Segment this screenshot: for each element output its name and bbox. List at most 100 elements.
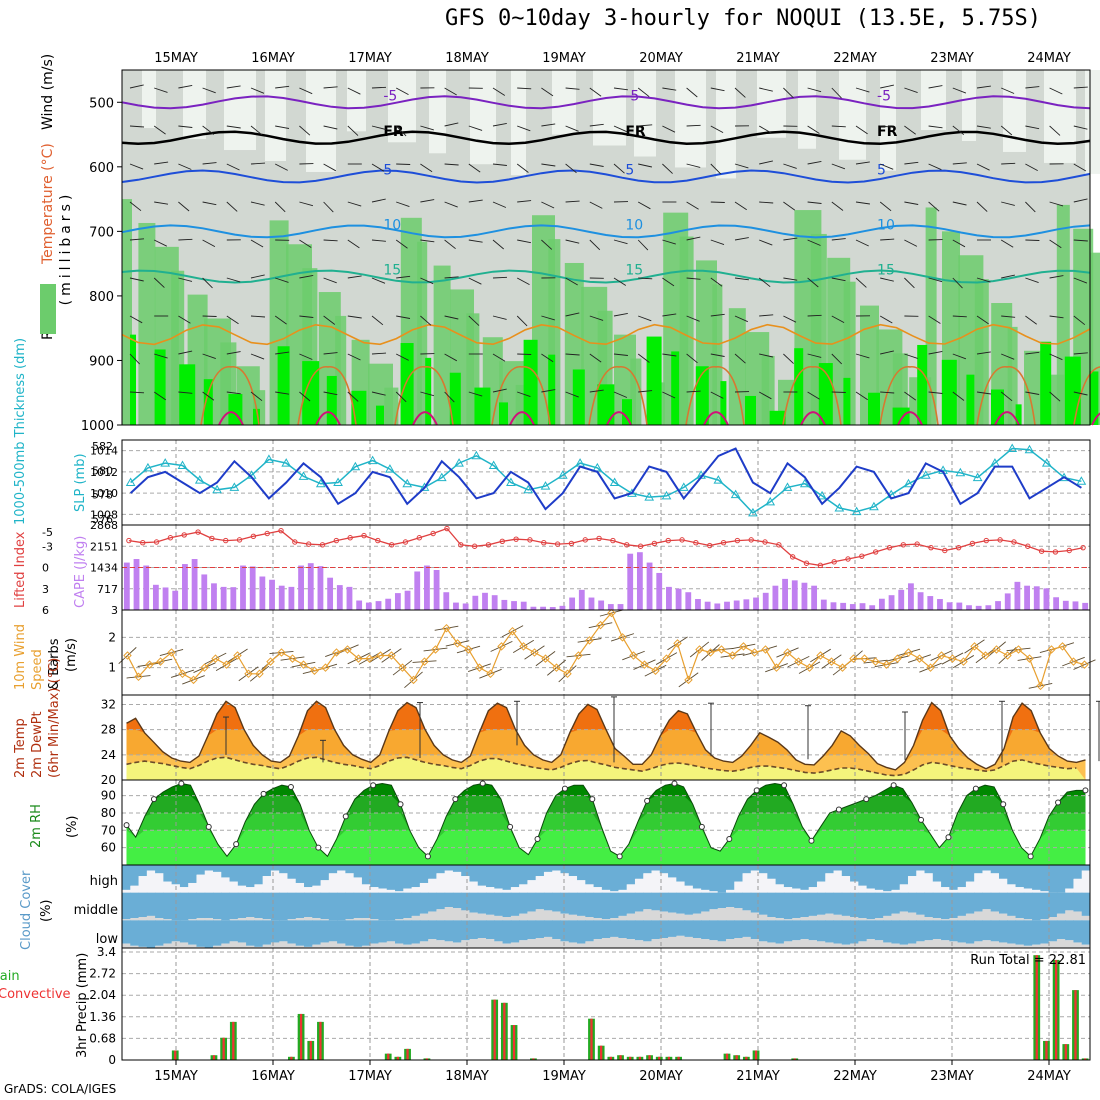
cloud-gap-high <box>816 881 826 893</box>
wind-barb <box>904 161 919 165</box>
wind-barb <box>904 125 916 135</box>
cloud-cell-high <box>833 865 843 871</box>
cloud-cell-middle <box>304 892 313 918</box>
rh2m-marker <box>424 853 431 860</box>
cloud-cell-middle <box>270 892 280 921</box>
cloud-cell-low <box>130 920 140 946</box>
temp2m-axis-label: 2m Temp <box>13 718 28 778</box>
cape-bar <box>482 592 488 610</box>
cape-bar <box>1024 585 1030 610</box>
wind-barb <box>468 277 482 285</box>
cloud-cell-middle <box>841 892 851 916</box>
cloud-cell-low <box>957 920 967 943</box>
cloud-cell-low <box>924 920 934 941</box>
wind-barb <box>517 125 531 132</box>
cloud-gap-high <box>543 871 553 893</box>
cape-bar <box>424 565 430 610</box>
lifted-index-marker <box>264 530 270 537</box>
cloud-cell-middle <box>725 892 735 908</box>
cloud-cell-middle <box>850 892 859 918</box>
cloud-gap-low <box>949 941 959 948</box>
temperature-contour-hot <box>703 411 729 426</box>
lifted-index-marker <box>817 562 824 569</box>
cloud-cell-high <box>676 865 686 882</box>
rh-dry-patch <box>716 70 736 179</box>
temperature-contour-label: 15 <box>383 263 401 279</box>
wind10m-marker <box>431 645 440 654</box>
cloud-cell-high <box>502 865 512 890</box>
cape-bar <box>607 604 614 610</box>
rh-moist-band <box>728 308 746 425</box>
wind-barb <box>1000 391 1013 402</box>
cloud-gap-low <box>304 946 313 948</box>
wind-barb <box>371 315 384 326</box>
cloud-cell-low <box>1065 920 1074 941</box>
cloud-gap-middle <box>502 917 512 921</box>
wind-barb <box>347 201 362 207</box>
wind10m-marker <box>882 660 891 669</box>
precip-convective-bar <box>212 1055 216 1060</box>
cloud-gap-low <box>899 944 909 948</box>
upper-air-frame <box>121 69 1091 426</box>
rh-moist-band <box>892 353 908 425</box>
thickness-marker <box>972 472 983 482</box>
wind-barb <box>783 163 797 169</box>
wind10m-marker <box>475 663 484 672</box>
precip-convective-bar <box>299 1013 303 1060</box>
wind-barb <box>565 163 577 174</box>
cloud-cell-low <box>874 920 884 941</box>
cloud-cell-low <box>701 920 710 940</box>
cloud-gap-high <box>204 870 214 893</box>
wind-barb <box>928 85 943 89</box>
cloud-cell-high <box>221 865 231 878</box>
temperature-contour-label: -5 <box>877 88 891 104</box>
cloud-axis-label: Cloud Cover <box>19 870 34 950</box>
cloud-cell-middle <box>204 892 214 919</box>
thickness-marker <box>782 482 793 491</box>
cloud-cell-low <box>750 920 760 940</box>
wind-barb <box>541 87 554 97</box>
thickness-tick-label: 580 <box>92 464 113 477</box>
slp-tick-label: 1012 <box>90 466 118 479</box>
cloud-cell-middle <box>428 892 437 912</box>
cape-bar <box>133 559 140 610</box>
cloud-cell-low <box>816 920 826 942</box>
wind-barb <box>347 353 361 361</box>
cape-bar <box>240 565 246 610</box>
wind-barb <box>154 161 169 165</box>
cloud-gap-low <box>924 940 934 948</box>
cape-bar <box>1062 600 1069 610</box>
wind-barb <box>1073 239 1088 242</box>
cloud-cell-high <box>643 865 653 874</box>
cloud-cell-high <box>734 865 744 882</box>
wind10m-tick-label: 1 <box>108 661 116 675</box>
cloud-cell-low <box>494 920 504 942</box>
cloud-cell-middle <box>370 892 379 920</box>
cloud-gap-middle <box>874 918 884 921</box>
cape-bar <box>1004 593 1011 610</box>
cloud-gap-low <box>759 941 768 948</box>
cloud-gap-low <box>395 943 404 948</box>
wind-barb <box>395 125 407 137</box>
precip-convective-bar <box>174 1050 177 1060</box>
cloud-gap-high <box>320 880 330 893</box>
cloud-gap-middle <box>676 913 686 921</box>
cloud-cell-high <box>601 865 611 890</box>
wind-barb <box>831 353 843 365</box>
slp-line <box>129 447 1082 511</box>
wind-barb <box>129 353 141 365</box>
cloud-gap-high <box>444 870 454 893</box>
cloud-gap-middle <box>204 918 214 921</box>
cloud-cell-middle <box>320 892 330 920</box>
precip-convective-bar <box>1064 1044 1067 1060</box>
wind10m-barb <box>1073 659 1096 670</box>
cloud-gap-middle <box>601 919 611 921</box>
rh-dry-patch <box>798 70 816 149</box>
wind10m-marker <box>948 654 957 663</box>
cloud-cell-high <box>328 865 338 874</box>
wind-barb <box>855 125 868 135</box>
rh-dry-patch <box>306 70 336 172</box>
cloud-gap-middle <box>949 918 959 921</box>
wind-barb <box>1001 201 1015 206</box>
thickness-marker <box>869 501 879 511</box>
